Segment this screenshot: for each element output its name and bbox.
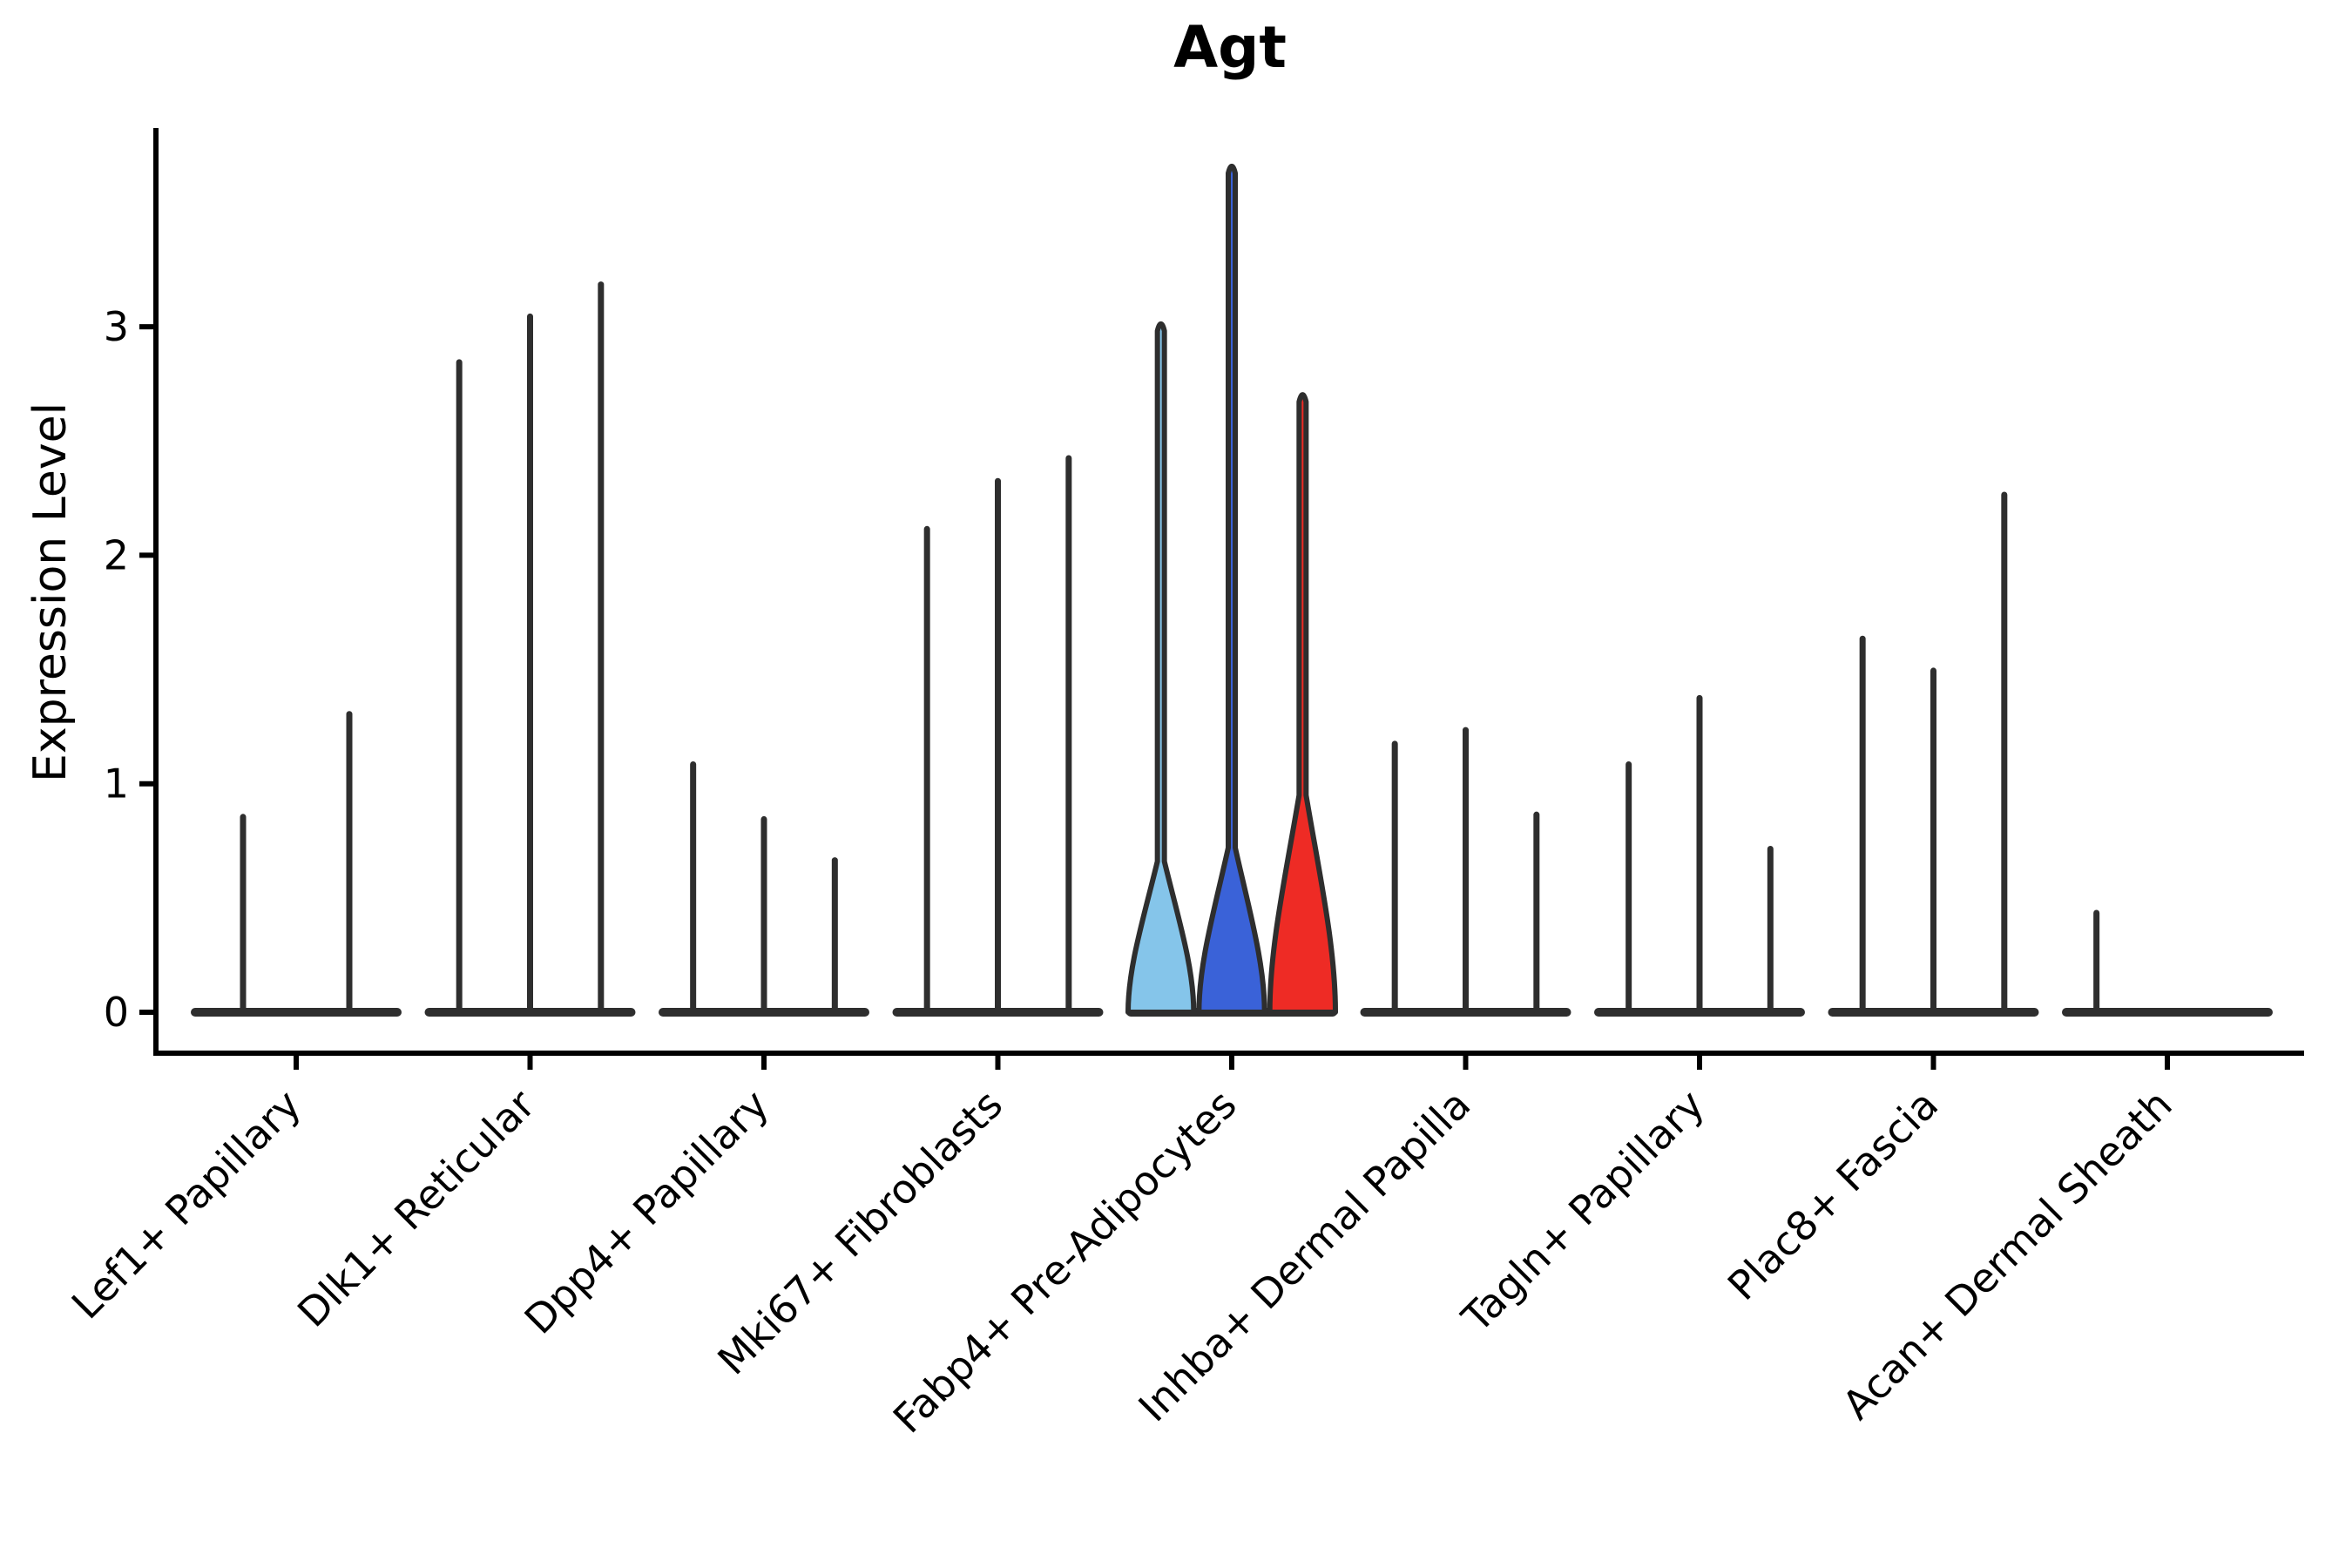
violin-group: Plac8+ Fascia [1719, 491, 2039, 1309]
y-axis-ticks: 0 1 2 3 [104, 303, 156, 1036]
violin-group: Mki67+ Fibroblasts [708, 455, 1104, 1384]
violin-group: Fabp4+ Pre-Adipocytes [884, 163, 1338, 1443]
y-tick-label: 2 [104, 531, 129, 578]
x-tick-label: Tagln+ Papillary [1452, 1081, 1713, 1342]
x-tick-label: Lef1+ Papillary [63, 1081, 310, 1328]
x-tick-label: Dlk1+ Reticular [288, 1081, 544, 1336]
y-tick-label: 0 [104, 989, 129, 1036]
violin-body [1125, 321, 1197, 1015]
x-tick-label: Plac8+ Fascia [1719, 1081, 1947, 1309]
violin-group: Acan+ Dermal Sheath [1833, 909, 2273, 1429]
axes [153, 128, 2304, 1056]
y-tick-label: 3 [104, 303, 129, 350]
y-axis-label: Expression Level [24, 402, 77, 783]
violin-body [1196, 163, 1267, 1015]
y-tick-label: 1 [104, 760, 129, 808]
violin-group: Dlk1+ Reticular [288, 281, 636, 1336]
violin-body [1267, 392, 1338, 1015]
plot-title: Agt [1173, 14, 1287, 81]
x-tick-label: Dpp4+ Papillary [516, 1081, 778, 1343]
